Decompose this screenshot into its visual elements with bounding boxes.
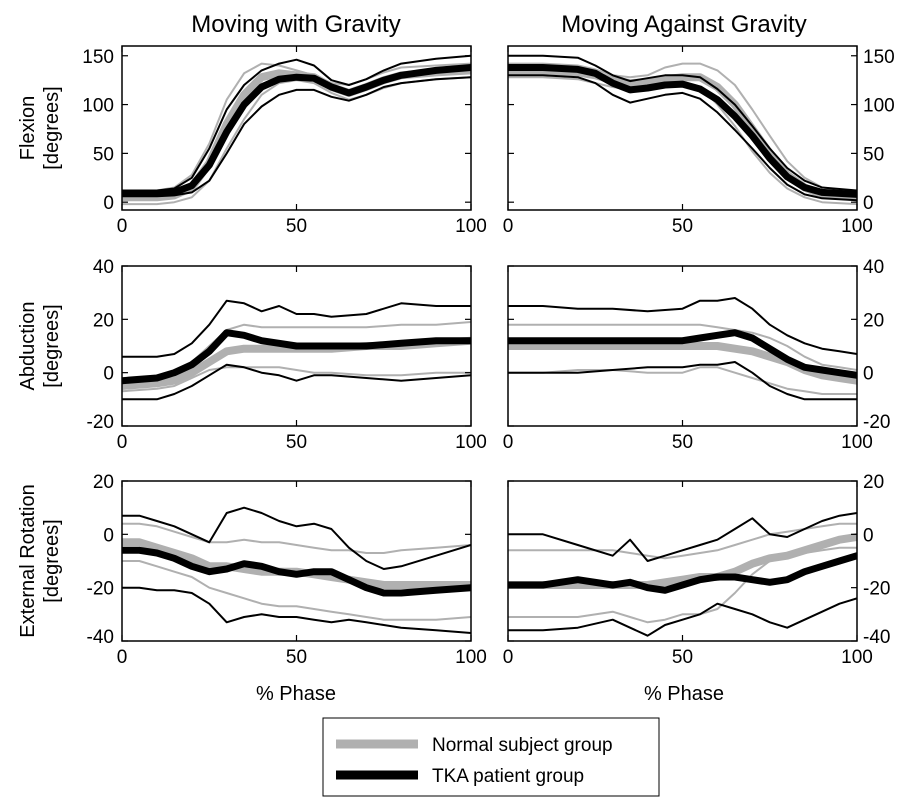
y-axis-label-line1: External Rotation (17, 484, 39, 637)
column-title-right: Moving Against Gravity (561, 11, 806, 38)
panel-4: 0 50 100 -40 -20 0 20 External Rotation [degrees… (17, 472, 487, 668)
x-tick-label: 100 (455, 432, 487, 453)
x-tick-label: 50 (286, 647, 307, 668)
series-tka-upper (508, 297, 857, 355)
series-normal-upper (122, 62, 471, 192)
y-tick-label: -40 (863, 627, 890, 648)
x-tick-label: 50 (672, 432, 693, 453)
series-tka-lower (122, 586, 471, 634)
x-tick-label: 100 (841, 432, 873, 453)
x-tick-label: 0 (117, 647, 128, 668)
series-tka-lower (508, 361, 857, 401)
series-normal-mean (508, 533, 857, 589)
x-tick-label: 50 (286, 216, 307, 237)
y-tick-label: 0 (863, 525, 874, 546)
y-axis-label-line1: Abduction (17, 302, 39, 391)
y-tick-label: -20 (87, 412, 114, 433)
series-normal-mean (508, 342, 857, 385)
y-tick-label: 0 (863, 364, 874, 385)
y-tick-label: -20 (87, 579, 114, 600)
series-tka-mean (122, 546, 471, 597)
x-tick-label: 100 (841, 216, 873, 237)
y-tick-label: 40 (93, 257, 114, 278)
y-tick-label: 20 (93, 310, 114, 331)
y-tick-label: -20 (863, 412, 890, 433)
panel-3: 0 50 100-20 0 20 40 (503, 257, 891, 453)
series-tka-upper (508, 54, 857, 192)
series-normal-lower (122, 560, 471, 621)
series-tka-upper (122, 506, 471, 570)
y-axis-label-line1: Flexion (17, 96, 39, 160)
y-tick-label: 0 (103, 193, 114, 214)
series-normal-lower (122, 366, 471, 393)
series-normal-upper (508, 62, 857, 194)
y-tick-label: 50 (93, 144, 114, 165)
x-tick-label: 0 (117, 432, 128, 453)
series-normal-lower (508, 546, 857, 624)
panel-5-series (508, 512, 857, 637)
panel-0: 0 50 100 0 50 100 150 Flexion [degrees] (17, 45, 487, 237)
panel-2-series (122, 299, 471, 401)
y-tick-label: 150 (82, 47, 114, 68)
legend-label-tka: TKA patient group (432, 766, 584, 787)
y-tick-label: -20 (863, 579, 890, 600)
y-tick-label: 40 (863, 257, 884, 278)
series-tka-mean (508, 64, 857, 198)
x-axis-label-left: % Phase (256, 683, 336, 705)
y-tick-label: 0 (103, 364, 114, 385)
x-tick-label: 100 (455, 216, 487, 237)
legend: Normal subject group TKA patient group (322, 717, 660, 797)
y-tick-label: -40 (87, 627, 114, 648)
x-tick-label: 100 (455, 647, 487, 668)
series-tka-upper (122, 299, 471, 358)
y-tick-label: 20 (93, 472, 114, 493)
x-axis-label-right: % Phase (644, 683, 724, 705)
x-tick-label: 0 (503, 432, 514, 453)
panel-0-series (122, 54, 471, 206)
y-tick-label: 50 (863, 144, 884, 165)
series-tka-mean (122, 329, 471, 385)
series-normal-upper (122, 522, 471, 554)
y-axis-label-line2: [degrees] (41, 519, 63, 602)
y-tick-label: 20 (863, 310, 884, 331)
y-tick-label: 0 (103, 525, 114, 546)
series-tka-lower (122, 363, 471, 401)
legend-label-normal: Normal subject group (432, 735, 613, 756)
x-tick-label: 0 (503, 216, 514, 237)
series-normal-lower (508, 366, 857, 395)
series-normal-upper (508, 323, 857, 371)
x-tick-label: 0 (503, 647, 514, 668)
series-normal-lower (122, 76, 471, 206)
series-tka-mean (508, 329, 857, 379)
legend-box (322, 717, 660, 797)
y-tick-label: 20 (863, 472, 884, 493)
y-axis-label-line2: [degrees] (41, 86, 63, 169)
column-title-left: Moving with Gravity (191, 11, 400, 38)
panel-3-series (508, 297, 857, 401)
series-tka-upper (508, 512, 857, 562)
x-tick-label: 50 (672, 647, 693, 668)
x-tick-label: 50 (286, 432, 307, 453)
panel-5: 0 50 100-40 -20 0 20 (503, 472, 891, 668)
x-tick-label: 100 (841, 647, 873, 668)
y-tick-label: 100 (82, 96, 114, 117)
x-tick-label: 50 (672, 216, 693, 237)
series-tka-mean (508, 552, 857, 594)
y-axis-label-line2: [degrees] (41, 304, 63, 387)
series-tka-upper (122, 54, 471, 192)
series-tka-lower (508, 597, 857, 637)
x-tick-label: 0 (117, 216, 128, 237)
panel-4-series (122, 506, 471, 634)
series-tka-lower (122, 76, 471, 198)
y-tick-label: 0 (863, 193, 874, 214)
y-tick-label: 150 (863, 47, 895, 68)
series-tka-lower (508, 74, 857, 202)
panel-1-series (508, 54, 857, 206)
y-tick-label: 100 (863, 96, 895, 117)
series-tka-mean (122, 64, 471, 197)
